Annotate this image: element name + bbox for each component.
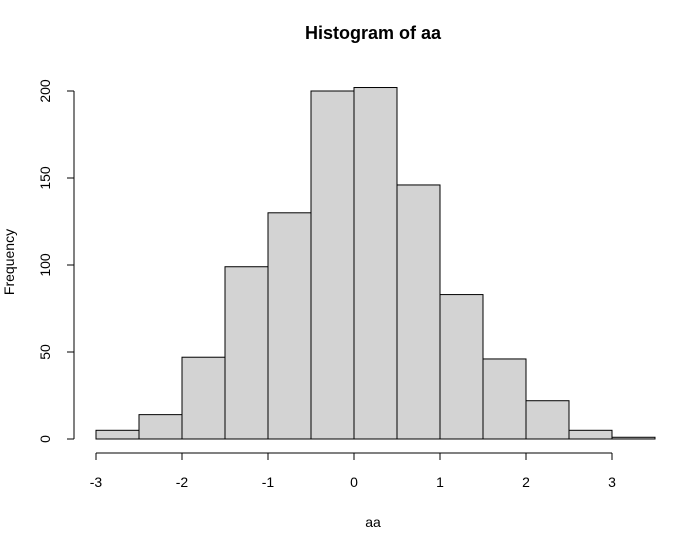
bars-group [95,87,656,440]
y-tick-label-3: 150 [37,166,53,190]
histogram-bar-1 [138,414,183,440]
x-tick-label-2: -1 [262,474,275,490]
histogram-bar-7 [396,184,441,440]
y-tick-label-0: 0 [37,435,53,443]
y-tick-label-1: 50 [37,344,53,360]
histogram-bar-0 [95,429,140,440]
y-tick-label-4: 200 [37,79,53,103]
histogram-bar-2 [181,356,226,440]
x-tick-label-0: -3 [90,474,103,490]
x-tick-label-3: 0 [350,474,358,490]
x-tick-label-4: 1 [436,474,444,490]
histogram-bar-4 [267,212,312,440]
histogram-bar-9 [482,358,527,440]
histogram-bar-3 [224,266,269,440]
histogram-bar-12 [611,436,656,440]
x-tick-label-1: -2 [176,474,189,490]
y-axis-label: Frequency [1,229,17,295]
histogram-bar-11 [568,429,613,440]
x-tick-label-5: 2 [522,474,530,490]
x-axis: -3 -2 -1 0 1 2 3 [90,452,616,490]
y-axis: 0 50 100 150 200 [37,79,75,443]
x-axis-label: aa [365,514,381,530]
x-tick-label-6: 3 [608,474,616,490]
histogram-bar-5 [310,90,355,440]
histogram-bar-10 [525,400,570,440]
histogram-bar-8 [439,294,484,440]
histogram-bar-6 [353,87,398,440]
y-tick-label-2: 100 [37,253,53,277]
chart-title: Histogram of aa [305,23,442,43]
